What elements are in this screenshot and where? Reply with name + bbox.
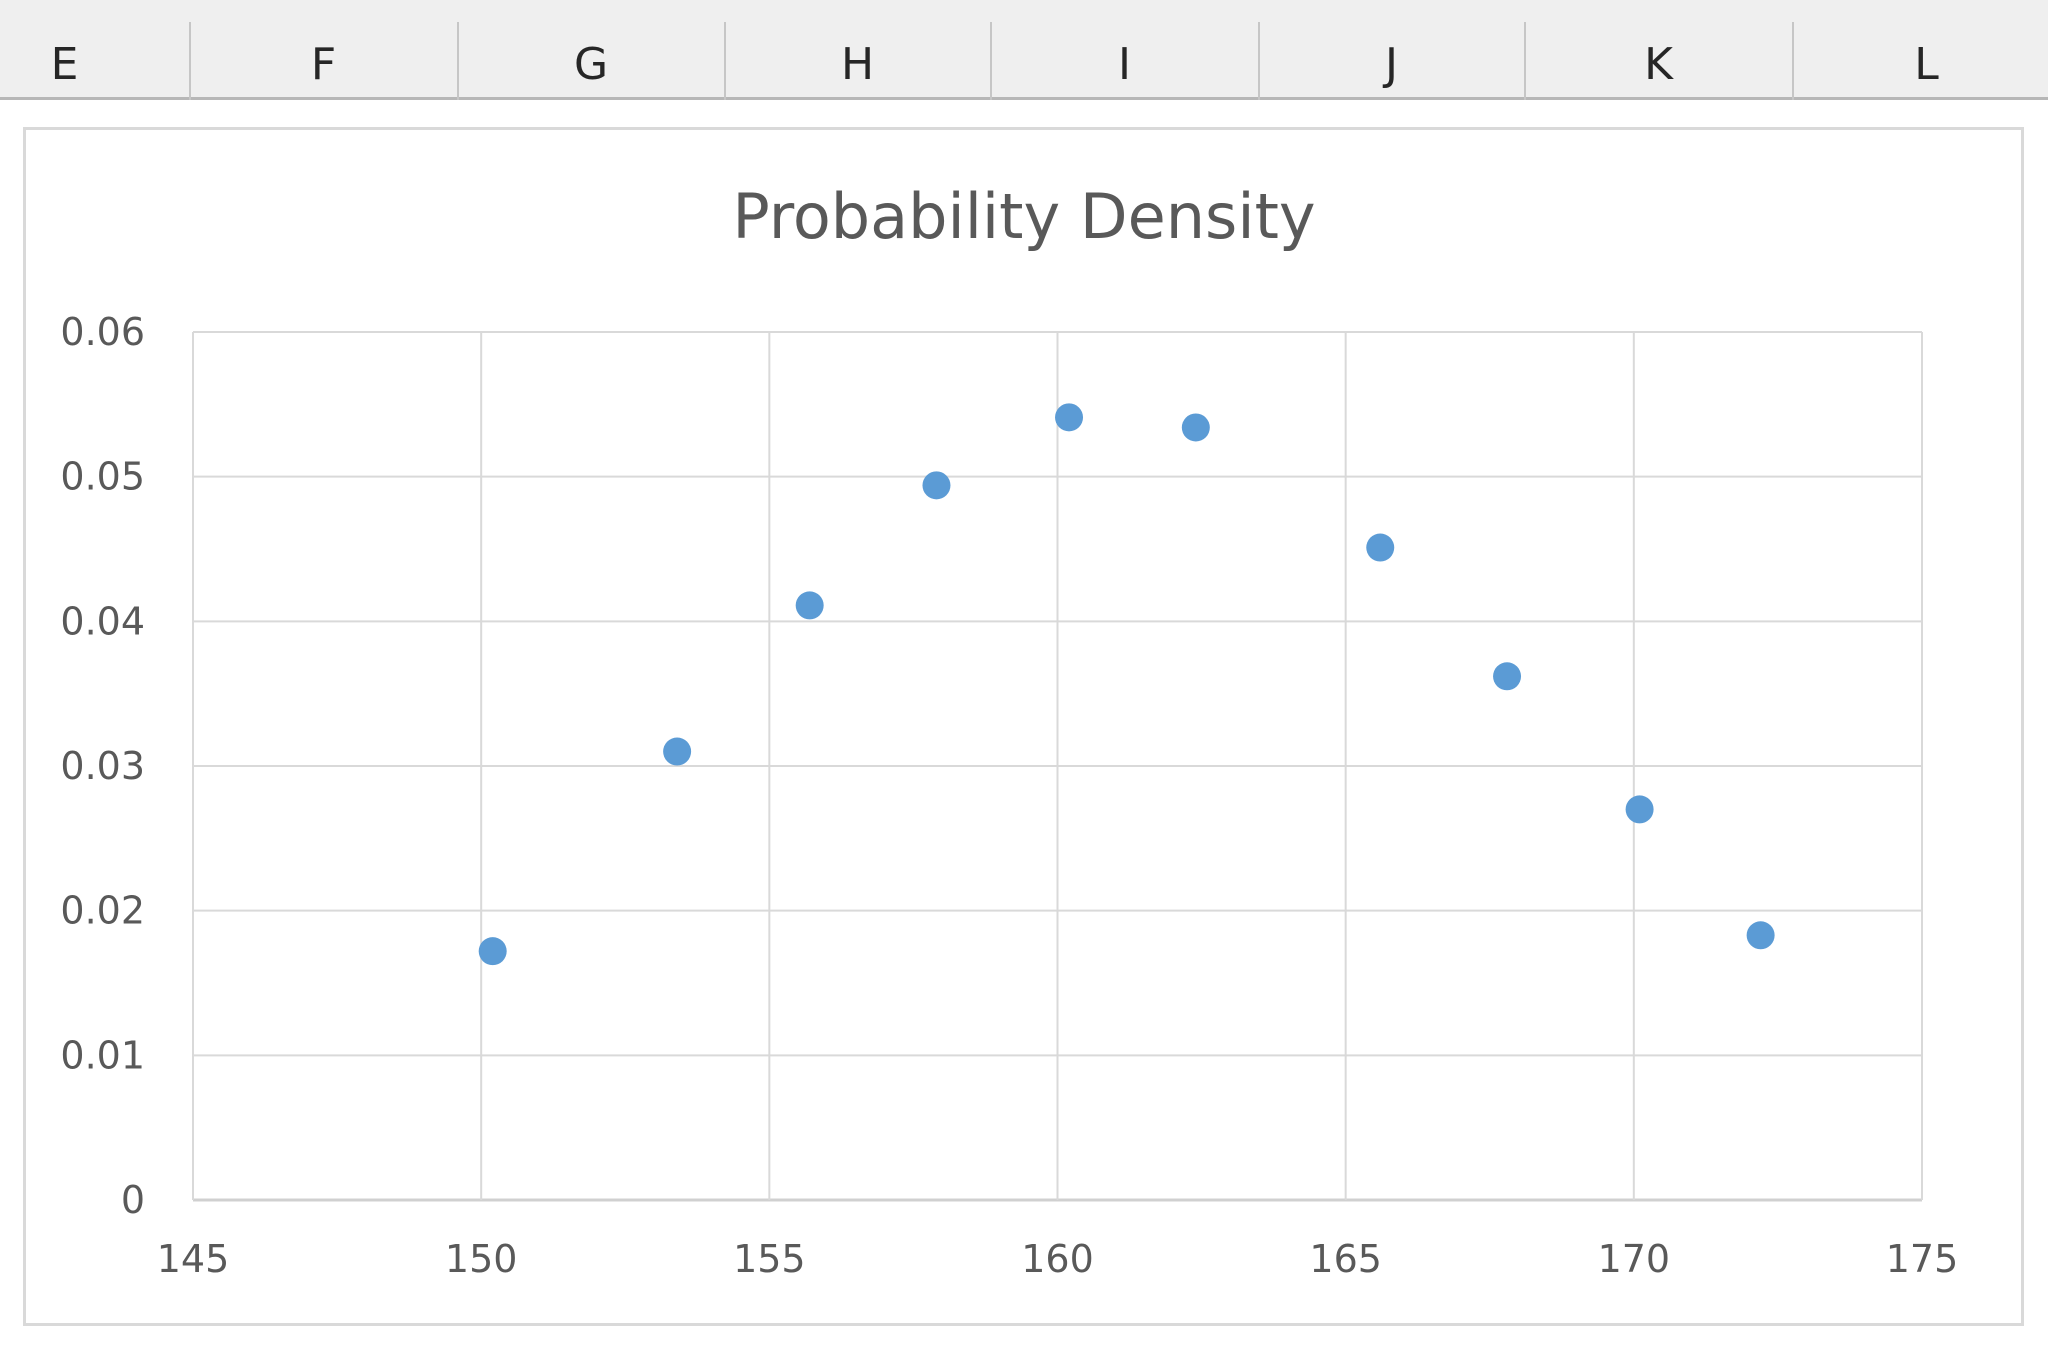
gridlines — [192, 331, 1923, 1202]
column-header-f[interactable]: F — [310, 38, 337, 90]
data-point-marker[interactable] — [663, 737, 692, 766]
data-point-marker[interactable] — [1181, 413, 1210, 442]
x-tick-label: 175 — [1886, 1237, 1959, 1281]
column-divider[interactable] — [724, 22, 726, 100]
y-tick-label: 0.02 — [60, 889, 145, 933]
x-tick-label: 165 — [1309, 1237, 1382, 1281]
x-tick-label: 145 — [157, 1237, 230, 1281]
chart-area[interactable] — [23, 127, 2024, 1326]
data-point-marker[interactable] — [1055, 403, 1084, 432]
y-tick-label: 0 — [121, 1178, 145, 1222]
column-header-g[interactable]: G — [573, 38, 609, 90]
data-point-marker[interactable] — [922, 471, 951, 500]
data-point-marker[interactable] — [1625, 795, 1654, 824]
chart-title[interactable]: Probability Density — [732, 180, 1316, 253]
column-header-j[interactable]: J — [1385, 38, 1398, 90]
x-tick-label: 155 — [733, 1237, 806, 1281]
column-header-i[interactable]: I — [1118, 38, 1131, 90]
y-tick-label: 0.04 — [60, 599, 145, 643]
column-divider[interactable] — [1524, 22, 1526, 100]
data-point-marker[interactable] — [1746, 921, 1775, 950]
y-tick-label: 0.03 — [60, 744, 145, 788]
x-axis-labels: 145 150 155 160 165 170 175 — [157, 1237, 1959, 1281]
data-point-marker[interactable] — [478, 937, 507, 966]
column-header-l[interactable]: L — [1914, 38, 1939, 90]
y-tick-label: 0.06 — [60, 310, 145, 354]
data-points[interactable] — [478, 403, 1775, 966]
column-divider[interactable] — [1258, 22, 1260, 100]
column-divider[interactable] — [189, 22, 191, 100]
x-tick-label: 160 — [1021, 1237, 1094, 1281]
data-point-marker[interactable] — [795, 591, 824, 620]
column-header-k[interactable]: K — [1644, 38, 1673, 90]
data-point-marker[interactable] — [1493, 662, 1522, 691]
data-point-marker[interactable] — [1366, 533, 1395, 562]
x-tick-label: 170 — [1598, 1237, 1671, 1281]
column-divider[interactable] — [1792, 22, 1794, 100]
column-header-row: E F G H I J K L — [0, 0, 2048, 100]
column-header-h[interactable]: H — [840, 38, 875, 90]
y-axis-labels: 0 0.01 0.02 0.03 0.04 0.05 0.06 — [60, 310, 145, 1222]
column-header-e[interactable]: E — [50, 38, 79, 90]
x-tick-label: 150 — [445, 1237, 518, 1281]
column-divider[interactable] — [990, 22, 992, 100]
column-divider[interactable] — [457, 22, 459, 100]
y-tick-label: 0.05 — [60, 455, 145, 499]
y-tick-label: 0.01 — [60, 1033, 145, 1077]
